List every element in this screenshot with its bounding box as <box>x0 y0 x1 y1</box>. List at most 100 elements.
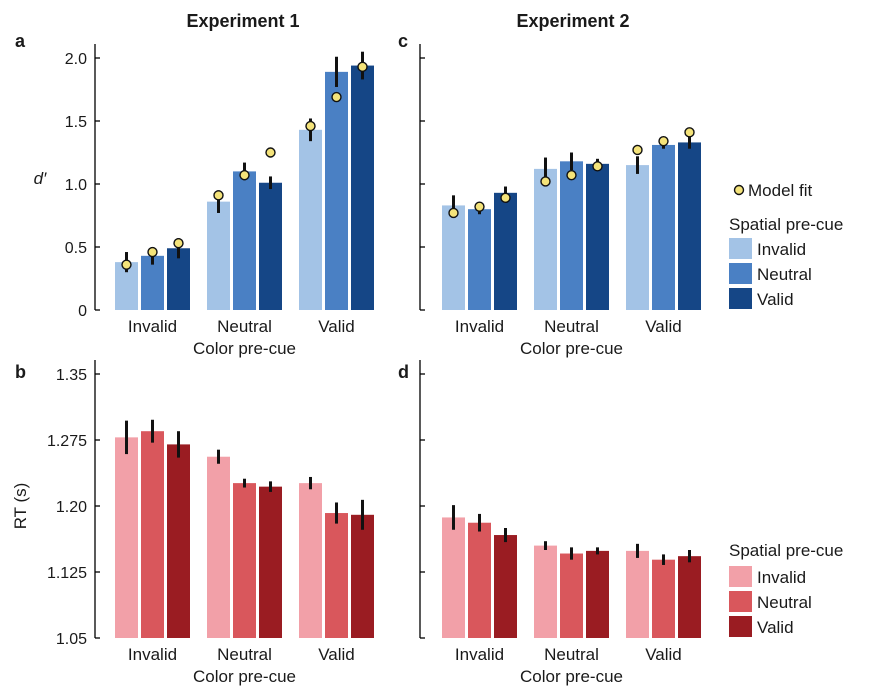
panel-a-bar-valid-neutral <box>325 71 348 310</box>
panel-b-bar-valid-invalid <box>299 483 322 638</box>
panel-label-c: c <box>398 31 408 51</box>
panel-c-bar-invalid-neutral <box>468 209 491 310</box>
panel-d-category-label-invalid: Invalid <box>455 645 504 664</box>
panel-b-y-tick-label: 1.05 <box>56 631 87 648</box>
panel-c-bar-valid-invalid <box>626 165 649 310</box>
panel-d-bar-invalid-neutral <box>468 522 491 638</box>
legend-top-label-valid: Valid <box>757 290 794 309</box>
panel-label-a: a <box>15 31 26 51</box>
panel-b-y-axis-label: RT (s) <box>11 483 30 530</box>
panel-a-bar-valid-valid <box>351 65 374 310</box>
panel-d-bar-invalid-invalid <box>442 517 465 638</box>
experiment-1-title: Experiment 1 <box>186 11 299 31</box>
legend-top-label-neutral: Neutral <box>757 265 812 284</box>
panel-d-bar-valid-valid <box>678 556 701 638</box>
panel-a-bar-neutral-neutral <box>233 171 256 310</box>
panel-b-category-label-invalid: Invalid <box>128 645 177 664</box>
legend-bottom-swatch-neutral <box>729 591 752 612</box>
panel-label-b: b <box>15 362 26 382</box>
panel-d-bar-valid-invalid <box>626 550 649 638</box>
legend-bottom: Spatial pre-cue Invalid Neutral Valid <box>729 541 843 637</box>
panel-c-bar-neutral-valid <box>586 163 609 310</box>
panel-d-bar-neutral-valid <box>586 550 609 638</box>
panel-a-model-fit-point-valid-neutral <box>331 91 342 103</box>
panel-c-model-fit-point-valid-invalid <box>632 144 643 156</box>
panel-a-category-label-valid: Valid <box>318 317 355 336</box>
panel-b-bar-neutral-neutral <box>233 483 256 638</box>
panel-a-model-fit-point-valid-invalid <box>305 120 316 132</box>
panel-a-bar-valid-invalid <box>299 129 322 310</box>
legend-top-swatch-invalid <box>729 238 752 259</box>
panel-a-bar-invalid-invalid <box>115 262 138 310</box>
panel-c-x-axis-label: Color pre-cue <box>520 339 623 358</box>
chart-panel-a: 0 0.5 1.0 1.5 2.0 d′ Invalid Neutral Valid Color … <box>34 44 374 358</box>
panel-b-category-label-neutral: Neutral <box>217 645 272 664</box>
legend-top-title: Spatial pre-cue <box>729 215 843 234</box>
panel-a-x-axis-label: Color pre-cue <box>193 339 296 358</box>
panel-b-bar-neutral-valid <box>259 486 282 638</box>
panel-a-model-fit-point-valid-valid <box>357 61 368 73</box>
chart-panel-c: Invalid Neutral Valid Color pre-cue <box>419 44 701 358</box>
panel-d-category-label-valid: Valid <box>645 645 682 664</box>
panel-b-y-tick-label: 1.125 <box>47 565 87 582</box>
panel-d-bar-neutral-neutral <box>560 553 583 638</box>
legend-top-swatch-neutral <box>729 263 752 284</box>
panel-a-model-fit-point-neutral-valid <box>265 147 276 158</box>
panel-a-y-tick-label: 0 <box>78 303 87 320</box>
panel-b-category-label-valid: Valid <box>318 645 355 664</box>
panel-b-bar-invalid-invalid <box>115 437 138 638</box>
legend-top: Model fit Spatial pre-cue Invalid Neutra… <box>729 181 843 309</box>
legend-bottom-swatch-invalid <box>729 566 752 587</box>
panel-c-model-fit-point-neutral-neutral <box>566 169 577 181</box>
panel-b-bar-valid-neutral <box>325 513 348 638</box>
legend-model-fit-marker <box>733 184 745 196</box>
panel-b-bar-invalid-neutral <box>141 431 164 638</box>
panel-a-bar-invalid-neutral <box>141 255 164 310</box>
legend-top-swatch-valid <box>729 288 752 309</box>
panel-c-bar-valid-valid <box>678 142 701 310</box>
panel-c-category-label-invalid: Invalid <box>455 317 504 336</box>
panel-a-y-axis-label: d′ <box>34 169 47 188</box>
panel-a-model-fit-point-invalid-neutral <box>147 246 158 258</box>
legend-model-fit-label: Model fit <box>748 181 813 200</box>
panel-d-bar-valid-neutral <box>652 559 675 638</box>
panel-c-model-fit-point-neutral-invalid <box>540 176 551 187</box>
legend-bottom-label-invalid: Invalid <box>757 568 806 587</box>
panel-c-model-fit-point-invalid-valid <box>500 192 511 204</box>
panel-d-category-label-neutral: Neutral <box>544 645 599 664</box>
legend-top-label-invalid: Invalid <box>757 240 806 259</box>
panel-c-bar-invalid-valid <box>494 192 517 310</box>
panel-a-model-fit-point-neutral-neutral <box>239 169 250 181</box>
panel-a-model-fit-point-neutral-invalid <box>213 190 224 201</box>
panel-b-y-tick-label: 1.275 <box>47 433 87 450</box>
experiment-2-title: Experiment 2 <box>516 11 629 31</box>
panel-d-x-axis-label: Color pre-cue <box>520 667 623 686</box>
panel-c-model-fit-point-valid-neutral <box>658 135 669 147</box>
panel-a-bar-invalid-valid <box>167 248 190 310</box>
legend-bottom-swatch-valid <box>729 616 752 637</box>
panel-d-bar-invalid-valid <box>494 535 517 638</box>
panel-c-bar-neutral-invalid <box>534 168 557 310</box>
chart-panel-b: 1.05 1.125 1.20 1.275 1.35 RT (s) Invalid Neutr… <box>11 360 374 686</box>
panel-b-bar-neutral-invalid <box>207 456 230 638</box>
panel-c-bar-neutral-neutral <box>560 161 583 310</box>
panel-a-model-fit-point-invalid-valid <box>173 238 184 249</box>
panel-c-model-fit-point-valid-valid <box>684 127 695 138</box>
legend-bottom-label-neutral: Neutral <box>757 593 812 612</box>
panel-b-x-axis-label: Color pre-cue <box>193 667 296 686</box>
panel-b-y-tick-label: 1.35 <box>56 367 87 384</box>
panel-a-y-tick-label: 2.0 <box>65 51 87 68</box>
panel-c-model-fit-point-invalid-neutral <box>474 201 485 212</box>
panel-d-bar-neutral-invalid <box>534 545 557 638</box>
panel-a-category-label-invalid: Invalid <box>128 317 177 336</box>
legend-bottom-label-valid: Valid <box>757 618 794 637</box>
panel-c-category-label-valid: Valid <box>645 317 682 336</box>
legend-bottom-title: Spatial pre-cue <box>729 541 843 560</box>
panel-c-model-fit-point-invalid-invalid <box>448 207 459 219</box>
panel-label-d: d <box>398 362 409 382</box>
panel-c-bar-valid-neutral <box>652 144 675 310</box>
panel-a-model-fit-point-invalid-invalid <box>121 259 132 270</box>
panel-b-bar-valid-valid <box>351 514 374 638</box>
panel-b-y-tick-label: 1.20 <box>56 499 87 516</box>
